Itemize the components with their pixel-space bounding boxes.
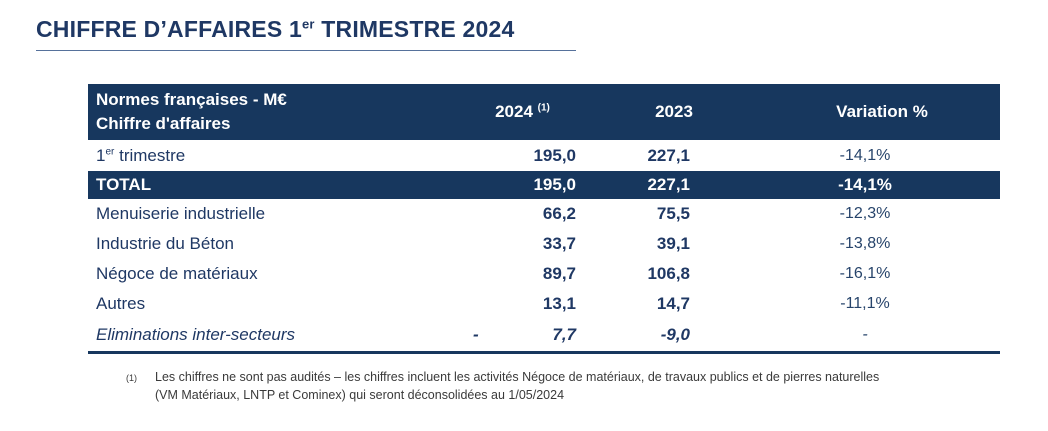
cell-negoce-variation: -16,1% <box>839 265 891 282</box>
cell-eliminations-2023: -9,0 <box>660 325 690 344</box>
cell-total-2024: 195,0 <box>533 175 576 194</box>
row-label-beton: Industrie du Béton <box>96 234 234 253</box>
cell-total-2023: 227,1 <box>647 175 690 194</box>
table-row-eliminations: Eliminations inter-secteurs - 7,7 -9,0 - <box>88 319 1000 351</box>
table-row-total: TOTAL 195,0 227,1 -14,1% <box>88 171 1000 199</box>
header-2024-label: 2024 <box>495 102 533 121</box>
footnote-text: Les chiffres ne sont pas audités – les c… <box>155 368 879 404</box>
table-row-menuiserie: Menuiserie industrielle 66,2 75,5 -12,3% <box>88 199 1000 229</box>
header-cell-2024: 2024 (1) <box>445 102 600 122</box>
cell-autres-variation: -11,1% <box>840 295 890 312</box>
cell-total-variation: -14,1% <box>838 175 892 194</box>
cell-autres-2023: 14,7 <box>656 294 690 313</box>
cell-negoce-2023: 106,8 <box>647 264 690 283</box>
header-cell-2023: 2023 <box>655 102 693 121</box>
eliminations-2024-value: 7,7 <box>552 325 576 344</box>
cell-q1-2024: 195,0 <box>533 145 576 165</box>
table-header-row: Normes françaises - M€ Chiffre d'affaire… <box>88 84 1000 140</box>
cell-beton-2023: 39,1 <box>656 234 690 253</box>
cell-menuiserie-2023: 75,5 <box>656 204 690 223</box>
table-row-q1: 1er trimestre 195,0 227,1 -14,1% <box>88 140 1000 171</box>
header-cell-standards: Normes françaises - M€ Chiffre d'affaire… <box>88 88 445 136</box>
footnote-line2: (VM Matériaux, LNTP et Cominex) qui sero… <box>155 388 565 402</box>
row-label-autres: Autres <box>96 294 146 313</box>
revenue-table: Normes françaises - M€ Chiffre d'affaire… <box>88 84 1000 354</box>
header-standards-line1: Normes françaises - M€ <box>96 90 287 110</box>
table-row-negoce: Négoce de matériaux 89,7 106,8 -16,1% <box>88 259 1000 289</box>
cell-negoce-2024: 89,7 <box>542 264 576 283</box>
row-label-total: TOTAL <box>96 175 152 194</box>
header-standards-line2: Chiffre d'affaires <box>96 114 231 133</box>
cell-menuiserie-2024: 66,2 <box>542 204 576 223</box>
cell-beton-variation: -13,8% <box>839 235 891 252</box>
cell-q1-variation: -14,1% <box>839 146 891 164</box>
cell-menuiserie-variation: -12,3% <box>839 205 891 222</box>
header-cell-variation: Variation % <box>836 102 928 121</box>
cell-autres-2024: 13,1 <box>542 294 576 313</box>
row-q1-label-suffix: trimestre <box>114 145 186 165</box>
table-row-autres: Autres 13,1 14,7 -11,1% <box>88 289 1000 319</box>
cell-q1-2023: 227,1 <box>647 145 690 165</box>
cell-eliminations-2024: - 7,7 <box>445 325 600 345</box>
page-title-suffix: TRIMESTRE 2024 <box>314 16 515 42</box>
row-q1-label-prefix: 1 <box>96 145 106 165</box>
page-title: CHIFFRE D’AFFAIRES 1er TRIMESTRE 2024 <box>36 16 576 51</box>
row-q1-label-superscript: er <box>105 145 115 157</box>
footnote-line1: Les chiffres ne sont pas audités – les c… <box>155 370 880 384</box>
row-label-q1: 1er trimestre <box>88 146 445 166</box>
header-2024-footnote-ref: (1) <box>537 102 550 114</box>
eliminations-2024-minus-sign: - <box>473 325 479 344</box>
table-row-beton: Industrie du Béton 33,7 39,1 -13,8% <box>88 229 1000 259</box>
page-title-superscript: er <box>301 16 315 32</box>
cell-eliminations-variation: - <box>862 326 868 343</box>
page-title-text: CHIFFRE D’AFFAIRES 1 <box>36 16 302 42</box>
cell-beton-2024: 33,7 <box>542 234 576 253</box>
footnote-marker: (1) <box>126 373 137 383</box>
footnote: (1) Les chiffres ne sont pas audités – l… <box>126 368 879 404</box>
row-label-menuiserie: Menuiserie industrielle <box>96 204 266 223</box>
row-label-eliminations: Eliminations inter-secteurs <box>96 325 296 344</box>
row-label-negoce: Négoce de matériaux <box>96 264 258 283</box>
